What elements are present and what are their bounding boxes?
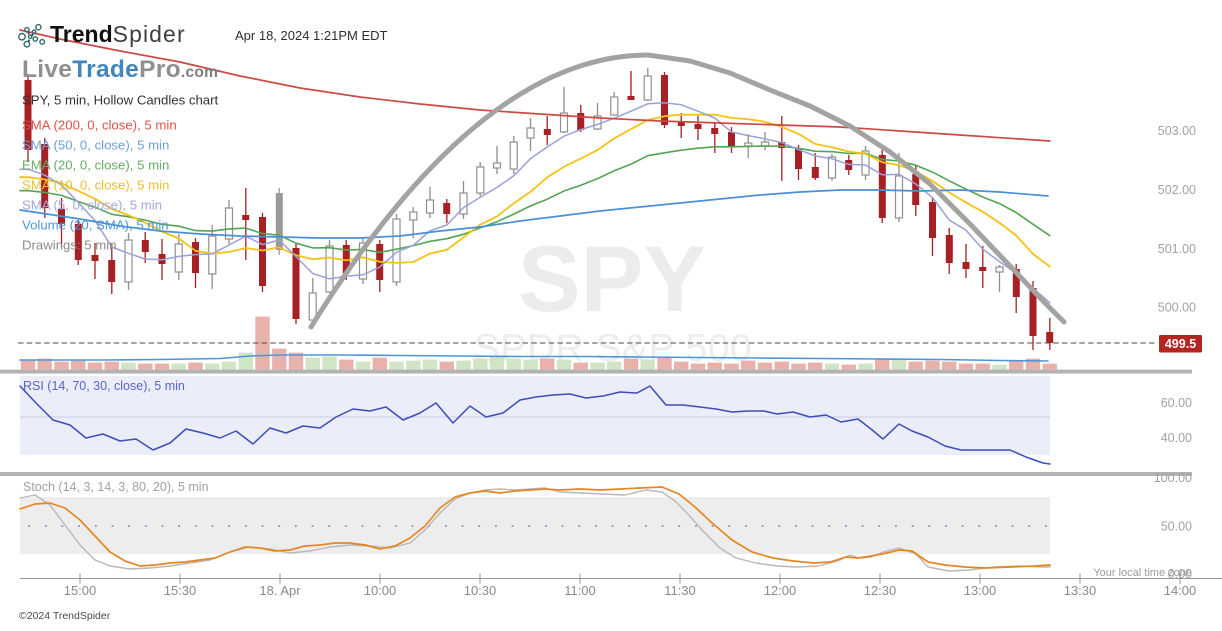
svg-text:499.5: 499.5: [1165, 337, 1196, 351]
svg-text:EMA (20, 0, close), 5 min: EMA (20, 0, close), 5 min: [22, 158, 169, 173]
svg-text:SPY, 5 min, Hollow Candles cha: SPY, 5 min, Hollow Candles chart: [22, 93, 219, 108]
svg-text:Drawings: 5 min: Drawings: 5 min: [22, 238, 117, 253]
svg-text:SMA (50, 0, close), 5 min: SMA (50, 0, close), 5 min: [22, 138, 169, 153]
svg-text:12:30: 12:30: [864, 583, 897, 598]
svg-text:0.00: 0.00: [1168, 567, 1192, 581]
svg-text:15:00: 15:00: [64, 583, 97, 598]
svg-text:SMA (5, 0, close), 5 min: SMA (5, 0, close), 5 min: [22, 198, 162, 213]
svg-text:500.00: 500.00: [1158, 301, 1196, 315]
svg-text:501.00: 501.00: [1158, 242, 1196, 256]
svg-text:TrendSpider: TrendSpider: [50, 21, 186, 47]
svg-text:13:00: 13:00: [964, 583, 997, 598]
svg-text:60.00: 60.00: [1161, 396, 1192, 410]
svg-text:50.00: 50.00: [1161, 520, 1192, 534]
svg-text:Stoch (14, 3, 14, 3, 80, 20),: Stoch (14, 3, 14, 3, 80, 20), 5 min: [23, 480, 209, 494]
svg-text:SMA (10, 0, close), 5 min: SMA (10, 0, close), 5 min: [22, 178, 169, 193]
svg-text:40.00: 40.00: [1161, 431, 1192, 445]
svg-text:RSI (14, 70, 30, close), 5 min: RSI (14, 70, 30, close), 5 min: [23, 379, 185, 393]
svg-text:10:00: 10:00: [364, 583, 397, 598]
svg-text:SMA (200, 0, close), 5 min: SMA (200, 0, close), 5 min: [22, 118, 177, 133]
svg-text:503.00: 503.00: [1158, 124, 1196, 138]
svg-text:11:00: 11:00: [564, 583, 596, 598]
svg-text:SPY: SPY: [518, 226, 706, 331]
svg-text:10:30: 10:30: [464, 583, 497, 598]
svg-text:13:30: 13:30: [1064, 583, 1097, 598]
svg-text:11:30: 11:30: [664, 583, 696, 598]
svg-text:Volume (20, SMA), 5 min: Volume (20, SMA), 5 min: [22, 218, 169, 233]
svg-text:15:30: 15:30: [164, 583, 197, 598]
svg-text:100.00: 100.00: [1154, 471, 1192, 485]
svg-text:12:00: 12:00: [764, 583, 797, 598]
svg-text:502.00: 502.00: [1158, 183, 1196, 197]
svg-text:Apr 18, 2024 1:21PM EDT: Apr 18, 2024 1:21PM EDT: [235, 28, 388, 43]
svg-text:14:00: 14:00: [1164, 583, 1197, 598]
svg-text:©2024 TrendSpider: ©2024 TrendSpider: [19, 610, 111, 622]
svg-text:LiveTradePro.com: LiveTradePro.com: [22, 56, 218, 83]
svg-text:Your local time zone: Your local time zone: [1093, 567, 1192, 579]
svg-text:18. Apr: 18. Apr: [259, 583, 301, 598]
